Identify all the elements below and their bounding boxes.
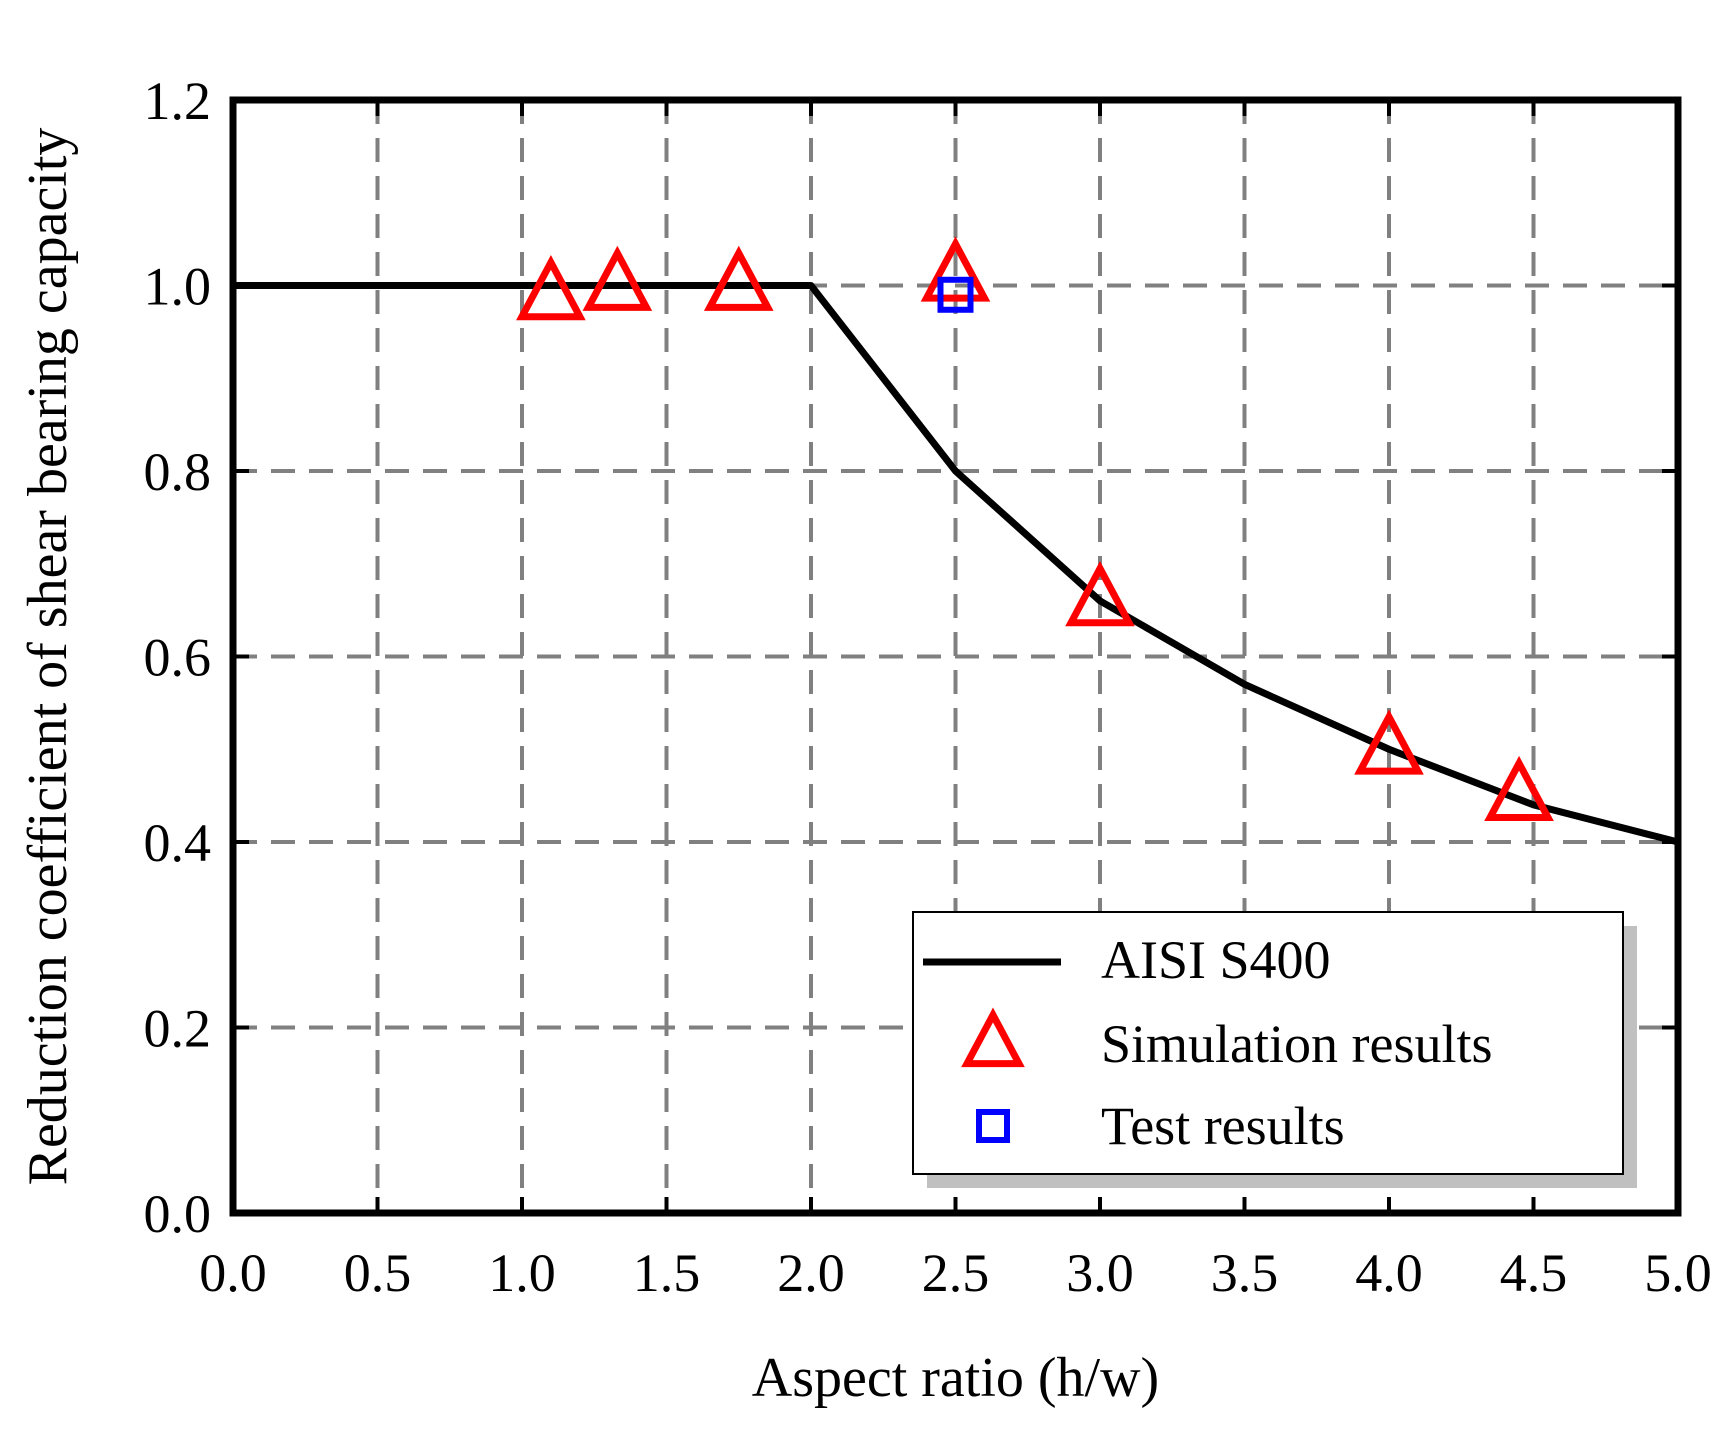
x-tick-label: 4.0 — [1355, 1243, 1423, 1303]
x-axis-label: Aspect ratio (h/w) — [752, 1347, 1159, 1409]
y-axis-label: Reduction coefficient of shear bearing c… — [17, 128, 79, 1186]
simulation-point — [920, 236, 991, 302]
legend-label: Simulation results — [1101, 1014, 1493, 1074]
y-tick-label: 1.2 — [144, 71, 212, 131]
aisi-s400-line — [233, 282, 1679, 846]
x-tick-label: 0.0 — [199, 1243, 267, 1303]
simulation-point — [703, 245, 774, 311]
legend-label: AISI S400 — [1101, 930, 1331, 990]
legend-swatch-square — [976, 1109, 1010, 1143]
x-tick-label: 2.0 — [777, 1243, 845, 1303]
x-tick-label: 3.0 — [1066, 1243, 1134, 1303]
series-simulation-results — [516, 236, 1554, 822]
tick-labels: 0.0 0.5 1.0 1.5 2.0 2.5 3.0 3.5 4.0 4.5 5.0 0.0 0.2 0… — [144, 71, 1712, 1303]
series-aisi-s400 — [233, 282, 1679, 846]
x-tick-label: 2.5 — [922, 1243, 990, 1303]
simulation-point — [1065, 561, 1135, 627]
test-point — [937, 276, 974, 313]
y-tick-label: 0.4 — [144, 813, 212, 873]
y-tick-label: 0.2 — [144, 999, 212, 1059]
simulation-point — [582, 245, 653, 311]
x-tick-label: 0.5 — [344, 1243, 412, 1303]
simulation-point — [516, 254, 586, 321]
x-tick-label: 3.5 — [1211, 1243, 1279, 1303]
legend: AISI S400 Simulation results Test results — [912, 911, 1637, 1188]
x-tick-label: 5.0 — [1644, 1243, 1712, 1303]
simulation-point — [1354, 709, 1424, 775]
y-tick-label: 0.8 — [144, 442, 212, 502]
simulation-point — [1484, 755, 1554, 822]
legend-box — [912, 911, 1624, 1175]
y-tick-label: 1.0 — [144, 257, 212, 317]
legend-label: Test results — [1101, 1096, 1345, 1156]
series-layer — [233, 236, 1679, 846]
y-tick-label: 0.6 — [144, 628, 212, 688]
plot-frame — [229, 96, 1682, 1217]
y-tick-label: 0.0 — [144, 1184, 212, 1244]
x-tick-label: 4.5 — [1500, 1243, 1568, 1303]
legend-swatch-triangle — [961, 1007, 1025, 1068]
x-tick-label: 1.0 — [488, 1243, 556, 1303]
series-test-results — [937, 276, 974, 313]
x-tick-label: 1.5 — [633, 1243, 701, 1303]
